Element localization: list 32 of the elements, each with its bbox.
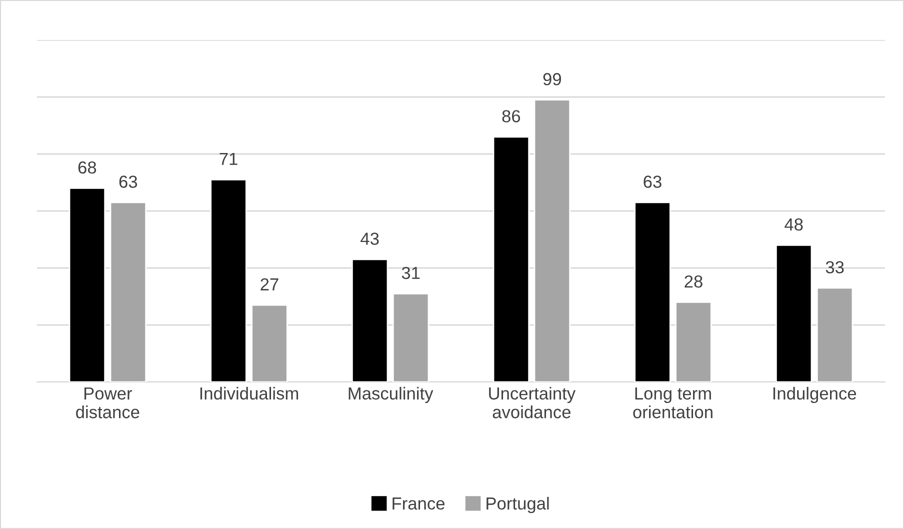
bar (210, 178, 247, 382)
bar (775, 244, 812, 382)
bar (351, 258, 388, 382)
bar (68, 188, 106, 382)
x-tick-label: Masculinity (348, 386, 434, 404)
legend-label: France (392, 498, 444, 510)
bar (492, 136, 530, 382)
bar (251, 304, 288, 382)
data-label: 28 (684, 275, 702, 288)
x-tick-label: Uncertainty avoidance (489, 386, 576, 418)
bar (675, 302, 712, 382)
data-label: 71 (220, 152, 238, 165)
x-tick-label: Individualism (200, 386, 298, 400)
data-label: 63 (644, 176, 662, 188)
data-label: 33 (826, 261, 844, 274)
data-label: 63 (119, 176, 138, 188)
bar (392, 292, 430, 382)
data-label: 31 (402, 266, 420, 280)
bar (816, 287, 854, 382)
x-tick-label: Indulgence (773, 386, 856, 404)
bar (634, 202, 671, 382)
x-tick-label: Power distance (76, 388, 140, 418)
data-label: 86 (502, 110, 520, 122)
data-label: 48 (784, 218, 803, 231)
bar (534, 99, 571, 382)
data-label: 43 (360, 232, 379, 245)
x-tick-label: Long term orientation (633, 388, 712, 418)
data-label: 68 (78, 161, 96, 174)
legend-label: Portugal (486, 496, 549, 514)
data-label: 27 (260, 278, 278, 290)
data-label: 99 (543, 73, 561, 86)
bar (110, 202, 147, 382)
